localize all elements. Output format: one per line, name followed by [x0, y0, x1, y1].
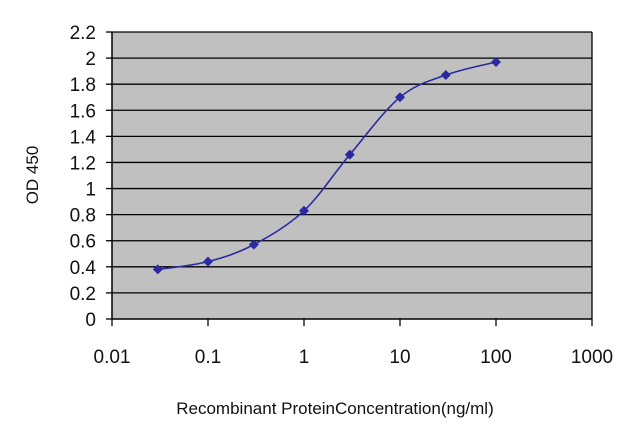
- data-point: [248, 239, 259, 250]
- x-tick-label: 1000: [571, 347, 613, 368]
- y-tick-label: 0: [85, 310, 96, 331]
- x-tick-label: 10: [389, 347, 410, 368]
- axes: [111, 32, 593, 320]
- y-tick-label: 1.2: [70, 153, 96, 174]
- y-tick-label: 0.6: [70, 232, 96, 253]
- data-point: [203, 256, 213, 267]
- y-tick-label: 1: [85, 180, 96, 201]
- x-tick-label: 100: [480, 347, 512, 368]
- data-point: [299, 205, 309, 216]
- data-point: [152, 264, 163, 275]
- grid-lines: [112, 31, 592, 294]
- y-axis-title: OD 450: [23, 146, 42, 205]
- y-tick-labels: 0 0.2 0.4 0.6 0.8 1 1.2 1.4 1.6 1.8 2 2.2: [70, 23, 112, 331]
- x-tick-label: 0.1: [195, 347, 221, 368]
- data-point: [395, 92, 405, 103]
- series-line: [157, 61, 497, 271]
- x-axis-title: Recombinant ProteinConcentration(ng/ml): [176, 399, 494, 418]
- series-group: [152, 57, 501, 275]
- y-tick-label: 2.2: [70, 23, 96, 44]
- plot-area: [112, 32, 592, 319]
- y-tick-label: 1.8: [70, 75, 96, 96]
- x-tick-label: 1: [299, 347, 310, 368]
- y-tick-label: 0.2: [70, 284, 96, 305]
- data-point: [440, 70, 451, 81]
- y-tick-label: 0.8: [70, 206, 96, 227]
- y-tick-label: 1.4: [70, 127, 97, 148]
- x-tick-labels: 0.01 0.1 1 10 100 1000: [94, 319, 613, 368]
- y-tick-label: 1.6: [70, 101, 96, 122]
- y-tick-label: 0.4: [70, 258, 97, 279]
- data-point: [491, 57, 501, 68]
- data-point: [344, 149, 355, 160]
- x-tick-label: 0.01: [94, 347, 131, 368]
- y-tick-label: 2: [85, 49, 96, 70]
